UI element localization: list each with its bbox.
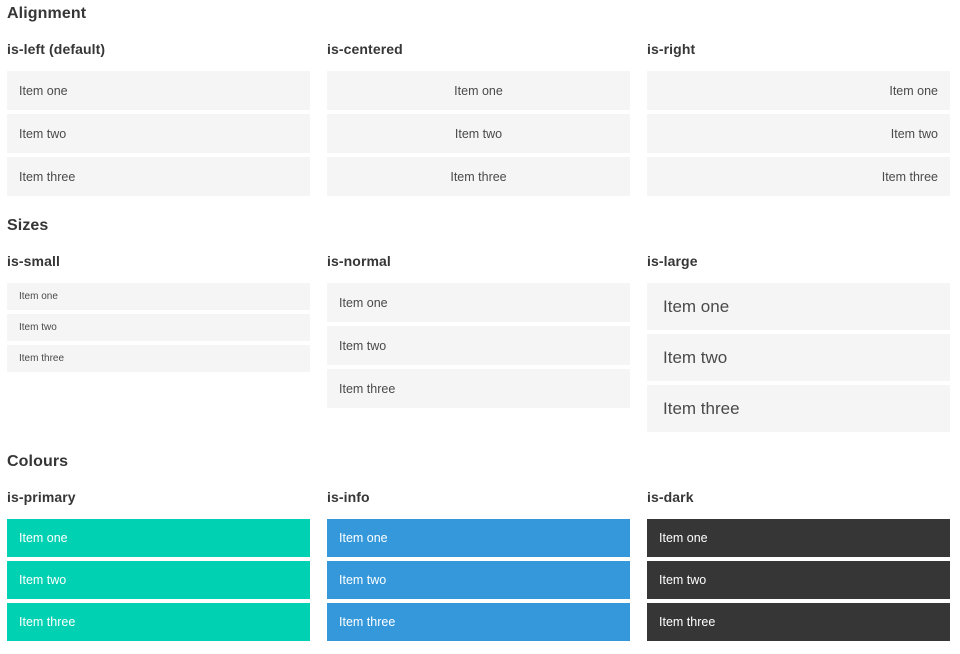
- list-item[interactable]: Item two: [327, 561, 630, 599]
- group-is-dark: is-dark Item one Item two Item three: [647, 471, 950, 641]
- list-item[interactable]: Item two: [327, 114, 630, 153]
- list-item[interactable]: Item two: [327, 326, 630, 365]
- section-sizes: Sizes is-small Item one Item two Item th…: [7, 216, 950, 432]
- list-item[interactable]: Item one: [327, 283, 630, 322]
- section-title-alignment: Alignment: [7, 5, 87, 22]
- list-small: Item one Item two Item three: [7, 283, 310, 372]
- group-is-left: is-left (default) Item one Item two Item…: [7, 23, 310, 196]
- list-normal: Item one Item two Item three: [327, 283, 630, 408]
- list-item[interactable]: Item two: [647, 114, 950, 153]
- group-label-is-small: is-small: [7, 253, 60, 269]
- list-right-aligned: Item one Item two Item three: [647, 71, 950, 196]
- list-dark: Item one Item two Item three: [647, 519, 950, 641]
- list-item[interactable]: Item two: [7, 314, 310, 341]
- list-left-aligned: Item one Item two Item three: [7, 71, 310, 196]
- list-primary: Item one Item two Item three: [7, 519, 310, 641]
- list-item[interactable]: Item three: [327, 603, 630, 641]
- list-item[interactable]: Item one: [7, 519, 310, 557]
- list-center-aligned: Item one Item two Item three: [327, 71, 630, 196]
- list-item[interactable]: Item one: [647, 71, 950, 110]
- list-item[interactable]: Item three: [647, 603, 950, 641]
- list-item[interactable]: Item two: [647, 334, 950, 381]
- list-item[interactable]: Item one: [327, 519, 630, 557]
- list-item[interactable]: Item two: [647, 561, 950, 599]
- group-is-small: is-small Item one Item two Item three: [7, 235, 310, 372]
- group-is-centered: is-centered Item one Item two Item three: [327, 23, 630, 196]
- list-item[interactable]: Item three: [7, 603, 310, 641]
- list-item[interactable]: Item three: [647, 157, 950, 196]
- list-info: Item one Item two Item three: [327, 519, 630, 641]
- group-label-is-left: is-left (default): [7, 41, 106, 57]
- list-large: Item one Item two Item three: [647, 283, 950, 432]
- group-label-is-normal: is-normal: [327, 253, 391, 269]
- alignment-group-row: is-left (default) Item one Item two Item…: [7, 23, 950, 196]
- list-item[interactable]: Item one: [327, 71, 630, 110]
- section-title-sizes: Sizes: [7, 217, 49, 234]
- group-label-is-primary: is-primary: [7, 489, 76, 505]
- group-label-is-info: is-info: [327, 489, 370, 505]
- group-label-is-centered: is-centered: [327, 41, 403, 57]
- group-is-normal: is-normal Item one Item two Item three: [327, 235, 630, 408]
- list-item[interactable]: Item two: [7, 561, 310, 599]
- list-item[interactable]: Item one: [7, 71, 310, 110]
- list-item[interactable]: Item two: [7, 114, 310, 153]
- list-item[interactable]: Item three: [7, 157, 310, 196]
- list-item[interactable]: Item one: [647, 519, 950, 557]
- list-item[interactable]: Item three: [327, 157, 630, 196]
- list-item[interactable]: Item one: [647, 283, 950, 330]
- group-label-is-large: is-large: [647, 253, 698, 269]
- list-item[interactable]: Item three: [327, 369, 630, 408]
- list-item[interactable]: Item one: [7, 283, 310, 310]
- group-label-is-dark: is-dark: [647, 489, 694, 505]
- list-item[interactable]: Item three: [647, 385, 950, 432]
- section-title-colours: Colours: [7, 453, 69, 470]
- group-is-right: is-right Item one Item two Item three: [647, 23, 950, 196]
- section-alignment: Alignment is-left (default) Item one Ite…: [7, 4, 950, 196]
- section-colours: Colours is-primary Item one Item two Ite…: [7, 452, 950, 641]
- list-item[interactable]: Item three: [7, 345, 310, 372]
- group-is-large: is-large Item one Item two Item three: [647, 235, 950, 432]
- colours-group-row: is-primary Item one Item two Item three …: [7, 471, 950, 641]
- sizes-group-row: is-small Item one Item two Item three is…: [7, 235, 950, 432]
- group-label-is-right: is-right: [647, 41, 696, 57]
- group-is-primary: is-primary Item one Item two Item three: [7, 471, 310, 641]
- group-is-info: is-info Item one Item two Item three: [327, 471, 630, 641]
